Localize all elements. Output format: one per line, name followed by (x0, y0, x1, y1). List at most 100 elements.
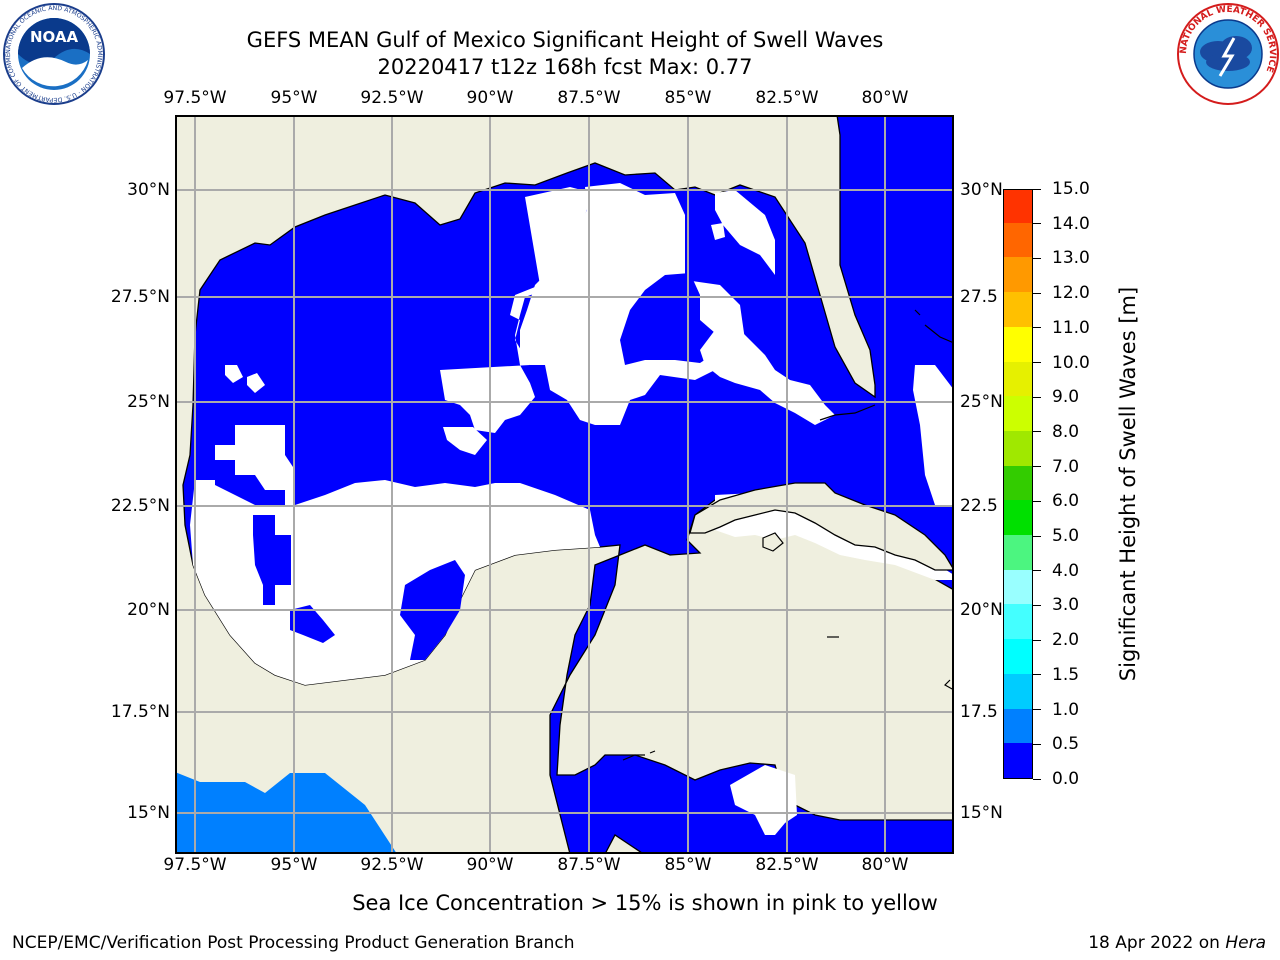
nws-logo: NATIONAL WEATHER SERVICE (1177, 3, 1279, 105)
jamaica-edge (944, 679, 954, 691)
latitude-label: 20°N (127, 600, 170, 620)
blue-patch-west-1 (253, 515, 291, 605)
longitude-label: 92.5°W (360, 88, 424, 108)
colorbar-tick-label: 0.5 (1052, 734, 1080, 755)
latitude-label: 20°N (960, 600, 1003, 620)
colorbar-tick-label: 4.0 (1052, 560, 1080, 581)
latitude-label: 22.5°N (110, 496, 170, 516)
longitude-label: 97.5°W (163, 88, 227, 108)
colorbar-tick-label: 13.0 (1052, 248, 1090, 269)
latitude-label: 27.5 (960, 287, 998, 307)
colorbar-tick-label: 14.0 (1052, 213, 1090, 234)
latitude-label: 17.5°N (110, 702, 170, 722)
colorbar-tick-label: 3.0 (1052, 595, 1080, 616)
credit-date-text: 18 Apr 2022 on (1088, 933, 1226, 953)
colorbar-tick (1033, 500, 1041, 502)
blue-patch-west-4 (215, 460, 285, 505)
colorbar-tick (1033, 431, 1041, 433)
colorbar-segment (1004, 638, 1032, 674)
colorbar-tick (1033, 292, 1041, 294)
white-area-keys (700, 325, 835, 425)
white-area-cuba-north (715, 493, 954, 580)
white-patch-small-2 (225, 365, 243, 383)
colorbar-tick-label: 0.0 (1052, 769, 1080, 789)
colorbar-tick (1033, 535, 1041, 537)
colorbar-tick-label: 9.0 (1052, 387, 1080, 408)
longitude-label: 80°W (861, 88, 909, 108)
colorbar-tick-label: 6.0 (1052, 491, 1080, 512)
colorbar-tick (1033, 674, 1041, 676)
colorbar-segment (1004, 430, 1032, 466)
gridlines (175, 115, 954, 854)
credit-host: Hera (1225, 933, 1266, 953)
colorbar-segment (1004, 361, 1032, 397)
latitude-label: 30°N (960, 180, 1003, 200)
white-area-central (440, 187, 593, 433)
colorbar-tick (1033, 362, 1041, 364)
colorbar-tick-label: 8.0 (1052, 421, 1080, 442)
noaa-logo-text: NOAA (30, 28, 79, 46)
longitude-label: 90°W (466, 88, 514, 108)
colorbar-segment (1004, 603, 1032, 640)
colorbar-label: Significant Height of Swell Waves [m] (1116, 286, 1140, 682)
latitude-label: 22.5 (960, 496, 998, 516)
longitude-label: 87.5°W (557, 855, 621, 875)
colorbar-segment (1004, 673, 1032, 709)
latitude-label: 25°N (960, 392, 1003, 412)
white-patch-small-4 (711, 223, 725, 240)
colorbar-tick-label: 1.0 (1052, 699, 1080, 720)
white-patch-small-3 (247, 373, 265, 393)
noaa-logo: NOAA NATIONAL OCEANIC AND ATMOSPHERIC AD… (2, 2, 105, 105)
gulf-of-mexico-map (175, 115, 954, 854)
longitude-label: 97.5°W (163, 855, 227, 875)
latitude-label: 30°N (127, 180, 170, 200)
longitude-label: 90°W (466, 855, 514, 875)
colorbar-tick (1033, 639, 1041, 641)
bahamas (914, 309, 954, 344)
colorbar-tick-label: 5.0 (1052, 526, 1080, 547)
chart-subtitle: 20220417 t12z 168h fcst Max: 0.77 (377, 55, 753, 79)
colorbar-tick (1033, 327, 1041, 329)
cuba (689, 482, 954, 571)
latitude-label: 15°N (127, 803, 170, 823)
colorbar-segment (1004, 569, 1032, 605)
colorbar-segment (1004, 222, 1032, 258)
map-frame (175, 115, 954, 854)
colorbar-segment (1004, 256, 1032, 293)
colorbar-tick-label: 7.0 (1052, 456, 1080, 477)
colorbar-tick-label: 10.0 (1052, 352, 1090, 373)
colorbar-segment (1004, 395, 1032, 431)
credit-branch: NCEP/EMC/Verification Post Processing Pr… (12, 933, 575, 953)
colorbar-segment (1004, 465, 1032, 501)
credit-date: 18 Apr 2022 on Hera (1088, 933, 1266, 953)
latitude-label: 27.5°N (110, 287, 170, 307)
white-patch-small-1 (443, 427, 487, 455)
sea-ice-footnote: Sea Ice Concentration > 15% is shown in … (352, 891, 938, 915)
colorbar-tick-label: 2.0 (1052, 630, 1080, 651)
colorbar-tick (1033, 709, 1041, 711)
colorbar-tick (1033, 466, 1041, 468)
colorbar-segment (1004, 499, 1032, 536)
longitude-label: 95°W (270, 855, 318, 875)
latitude-label: 25°N (127, 392, 170, 412)
colorbar (1003, 189, 1033, 779)
colorbar-tick-label: 15.0 (1052, 179, 1090, 199)
longitude-label: 85°W (664, 855, 712, 875)
longitude-label: 85°W (664, 88, 712, 108)
longitude-label: 80°W (861, 855, 909, 875)
colorbar-tick-label: 12.0 (1052, 283, 1090, 304)
colorbar-segment (1004, 190, 1032, 223)
colorbar-tick-label: 1.5 (1052, 664, 1080, 685)
longitude-label: 82.5°W (755, 88, 819, 108)
colorbar-tick (1033, 778, 1041, 780)
colorbar-tick (1033, 188, 1041, 190)
colorbar-segment (1004, 326, 1032, 362)
colorbar-tick (1033, 570, 1041, 572)
white-area-east (913, 365, 954, 505)
blue-patch-west-2 (290, 605, 335, 643)
colorbar-segment (1004, 742, 1032, 778)
chart-title: GEFS MEAN Gulf of Mexico Significant Hei… (246, 28, 884, 52)
colorbar-tick (1033, 604, 1041, 606)
longitude-label: 87.5°W (557, 88, 621, 108)
florida-keys (819, 404, 876, 421)
